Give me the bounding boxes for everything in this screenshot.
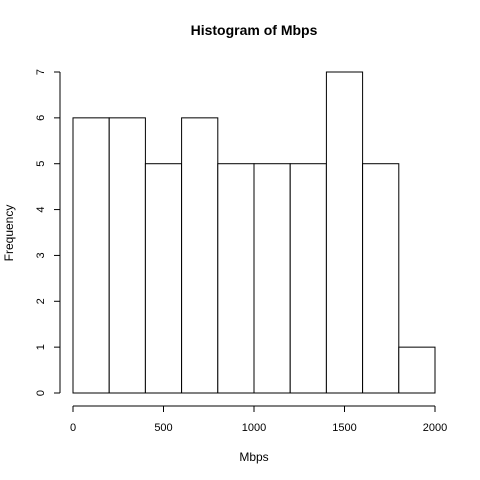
chart-title: Histogram of Mbps — [191, 22, 318, 38]
x-axis: 0 500 1000 1500 2000 — [70, 405, 447, 434]
x-tick-label: 500 — [154, 422, 172, 434]
histogram-bar — [144, 163, 183, 394]
histogram-bar — [362, 163, 400, 394]
bars-group — [72, 71, 436, 394]
x-tick-label: 1500 — [332, 422, 356, 434]
y-tick-label: 6 — [35, 115, 47, 121]
histogram-bar — [253, 163, 291, 394]
histogram-bar — [325, 71, 364, 394]
x-axis-label: Mbps — [239, 450, 268, 464]
x-tick-label: 1000 — [242, 422, 266, 434]
y-tick-label: 2 — [35, 298, 47, 304]
y-tick-label: 7 — [35, 69, 47, 75]
histogram-bar — [181, 117, 219, 394]
histogram-bar — [108, 117, 146, 394]
y-tick-label: 1 — [35, 344, 47, 350]
y-tick-label: 0 — [35, 390, 47, 396]
histogram-bar — [72, 117, 110, 394]
y-axis-label: Frequency — [2, 205, 16, 262]
y-tick-label: 3 — [35, 252, 47, 258]
x-tick-label: 0 — [70, 422, 76, 434]
histogram-bar — [289, 163, 327, 394]
histogram-bar — [398, 346, 436, 394]
y-tick-label: 5 — [35, 161, 47, 167]
y-axis: 0 1 2 3 4 5 6 7 — [35, 69, 61, 396]
x-tick-label: 2000 — [423, 422, 447, 434]
y-tick-label: 4 — [35, 207, 47, 213]
histogram-bar — [217, 163, 255, 394]
